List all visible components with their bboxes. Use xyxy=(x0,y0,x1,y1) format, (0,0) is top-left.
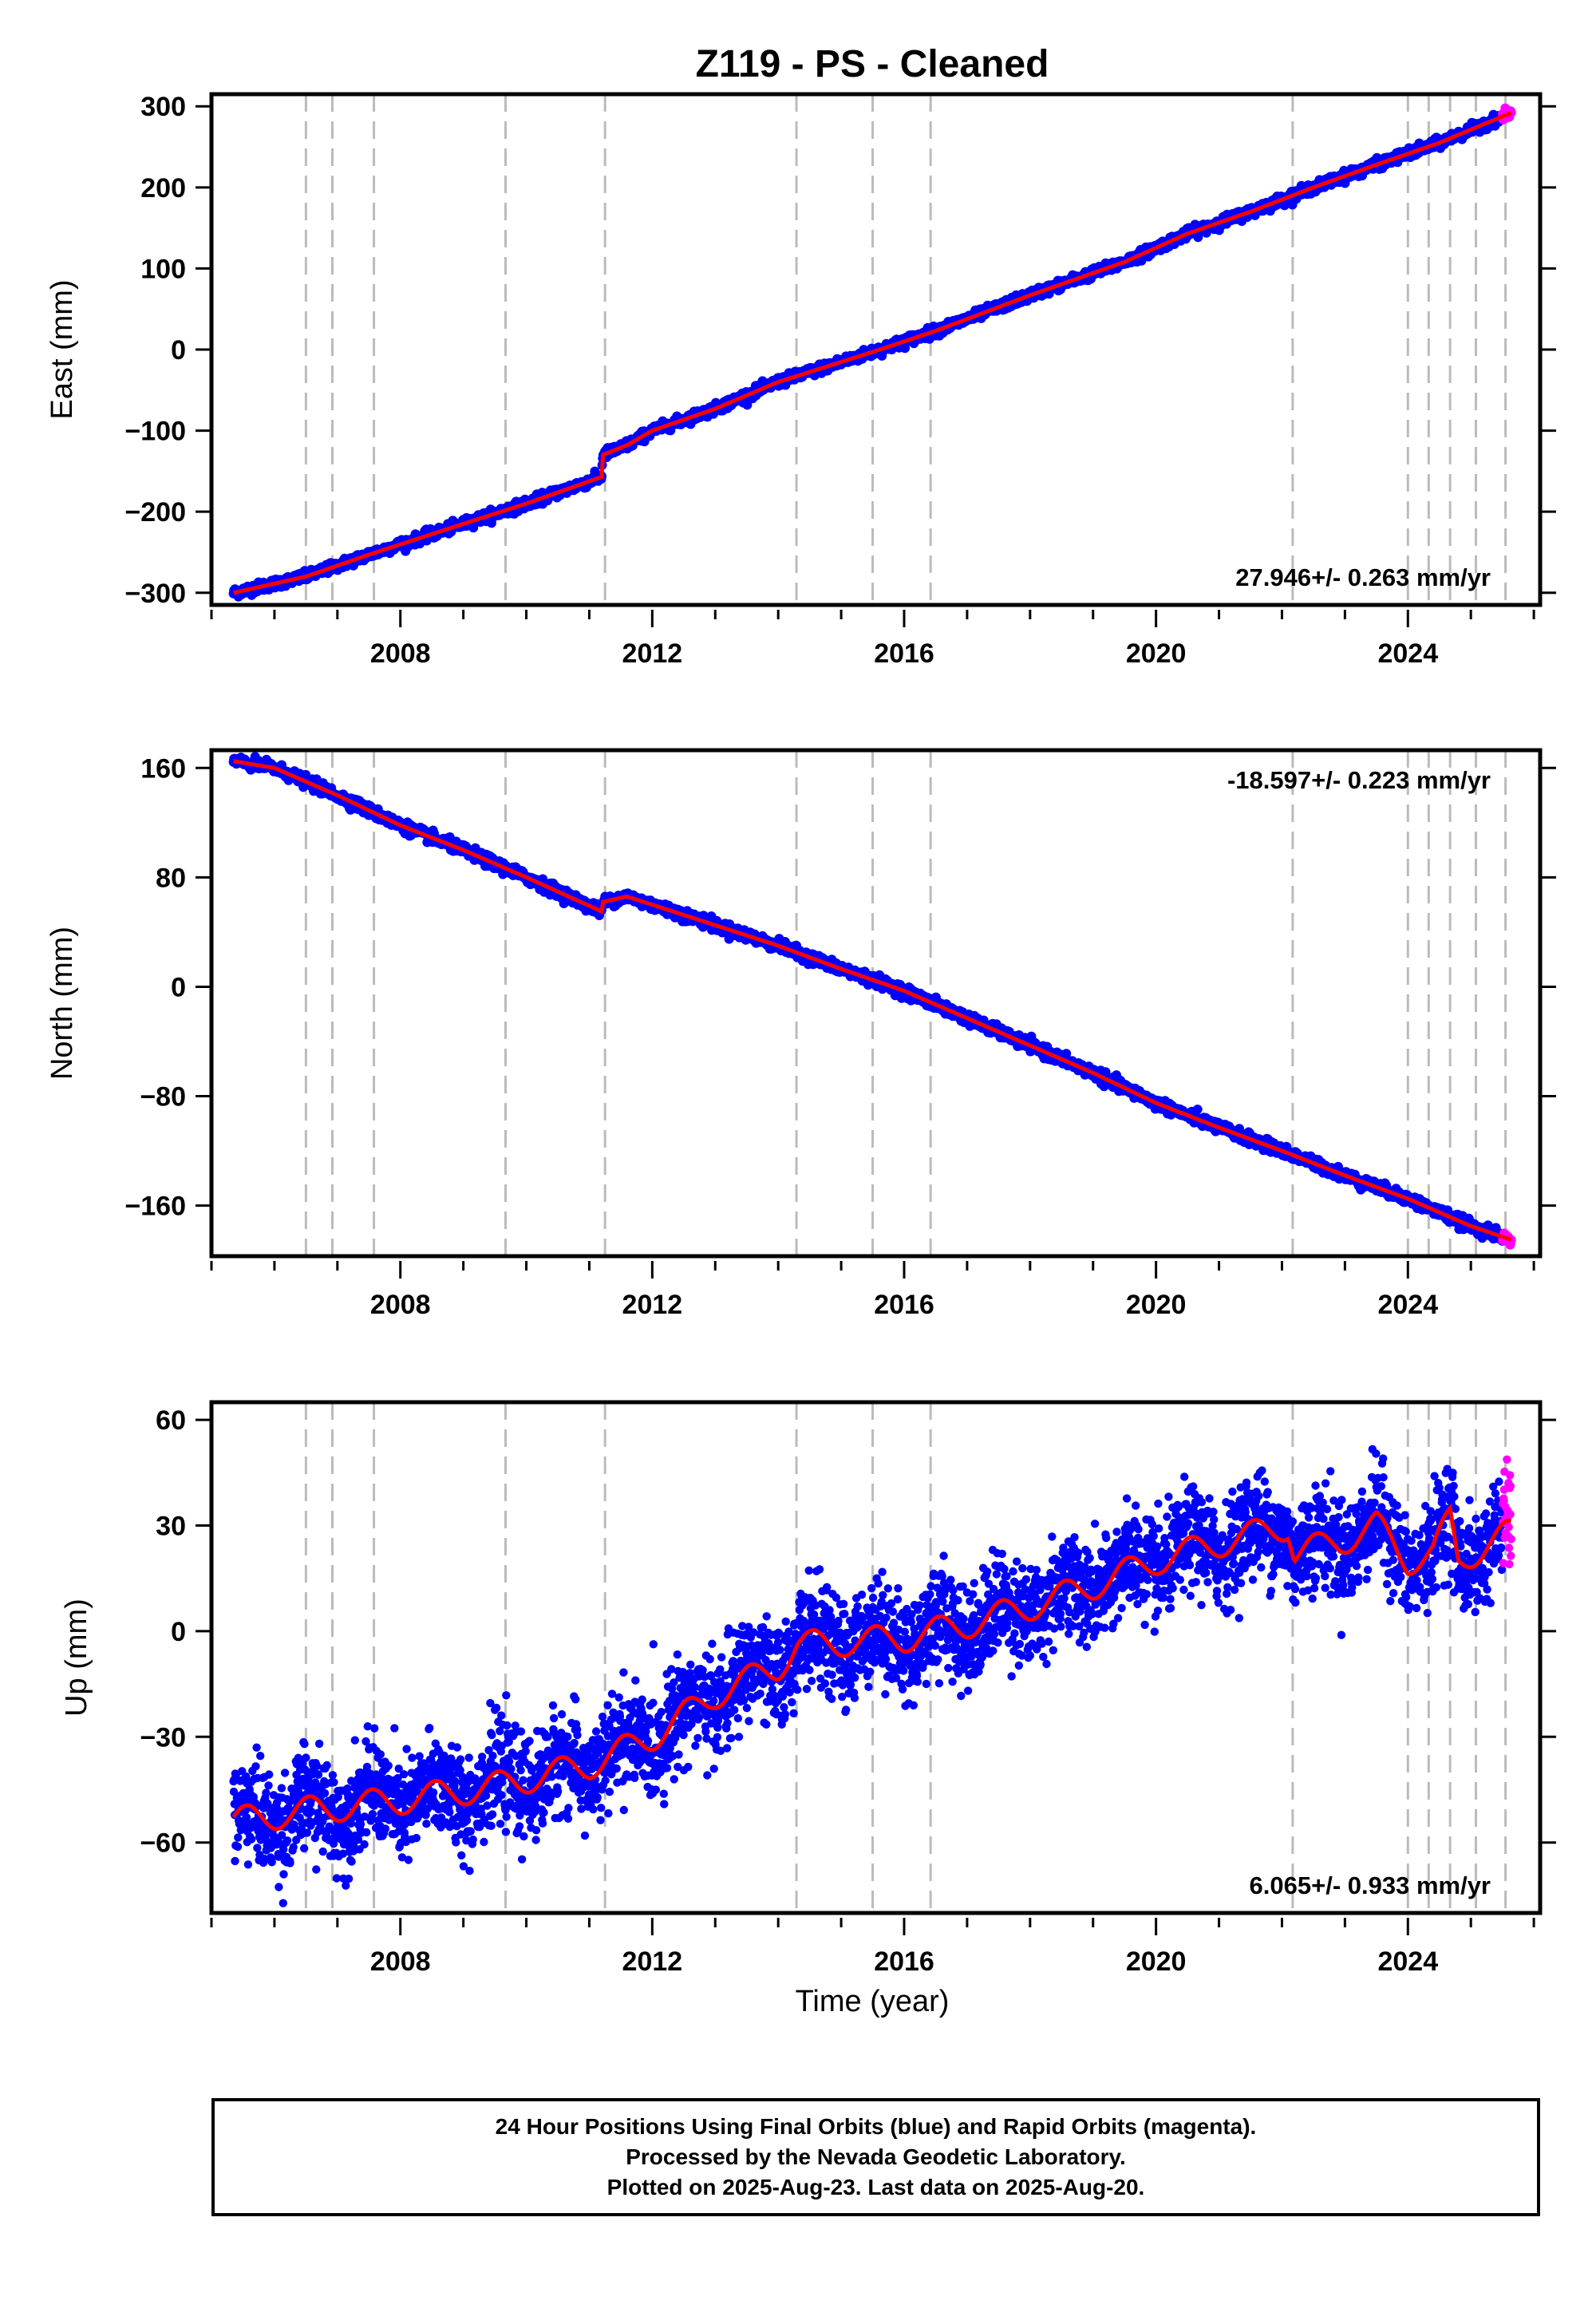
x-tick-label: 2008 xyxy=(370,638,431,669)
y-tick-label: −200 xyxy=(124,497,186,528)
final-orbit-point xyxy=(1192,1105,1203,1115)
x-tick-label: 2016 xyxy=(874,638,934,669)
east-model-line xyxy=(233,111,1512,595)
x-tick-label: 2024 xyxy=(1377,638,1438,669)
east-rate-label: 27.946+/- 0.263 mm/yr xyxy=(1235,563,1491,591)
y-tick-label: 300 xyxy=(140,92,186,122)
y-tick-label: 0 xyxy=(171,335,186,366)
y-tick-label: −300 xyxy=(124,579,186,609)
east-y-axis-label: East (mm) xyxy=(45,279,79,419)
y-tick-label: −100 xyxy=(124,417,186,447)
x-tick-label: 2012 xyxy=(622,638,683,669)
y-tick-label: 100 xyxy=(140,254,186,284)
final-orbit-point xyxy=(900,343,911,354)
x-axis-label: Time (year) xyxy=(796,1985,950,2018)
x-tick-label: 2020 xyxy=(1126,638,1187,669)
figure-title: Z119 - PS - Cleaned xyxy=(696,43,1049,85)
y-tick-label: 200 xyxy=(140,173,186,204)
panel-east: −300 −200 −100 0 100 200 300 2008 2012 2016 2020 20… xyxy=(45,92,1556,669)
